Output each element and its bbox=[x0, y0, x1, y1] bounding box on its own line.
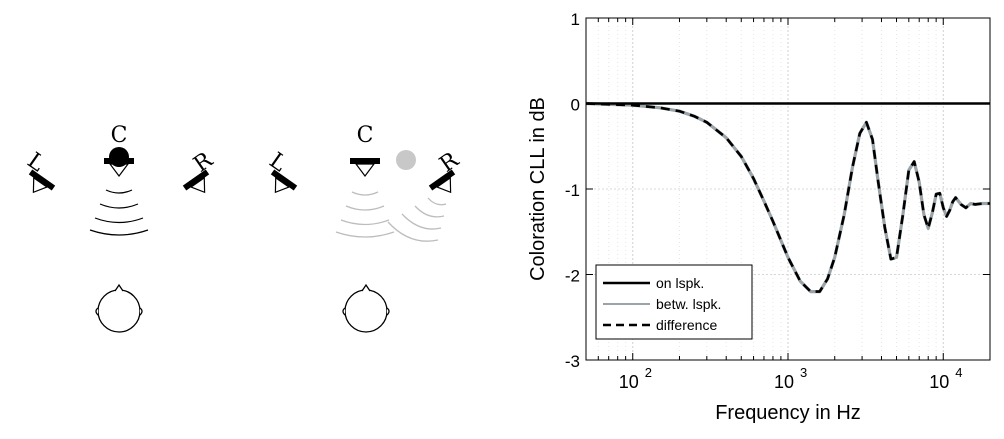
listener-head-icon bbox=[342, 283, 390, 333]
left-speaker-icon bbox=[270, 169, 298, 194]
center-speaker-label: C bbox=[111, 123, 128, 148]
listener-head-icon bbox=[95, 283, 143, 333]
tick-layer: 10-1-2-310 2 10 3 10 4 bbox=[565, 10, 991, 392]
y-tick-label: 0 bbox=[571, 96, 580, 115]
series-line-difference bbox=[585, 102, 990, 293]
source-dot-icon bbox=[109, 147, 129, 167]
wavefront-lines-right bbox=[387, 197, 447, 242]
legend-label-difference: difference bbox=[656, 317, 717, 333]
x-tick-label: 10 bbox=[774, 372, 794, 392]
right-speaker-label: R bbox=[189, 147, 218, 178]
legend-box bbox=[595, 264, 753, 340]
x-tick-label-exponent: 4 bbox=[955, 365, 962, 380]
left-speaker-label: L bbox=[23, 148, 50, 177]
wavefront-lines bbox=[89, 189, 149, 236]
x-tick-label-exponent: 2 bbox=[645, 365, 652, 380]
right-speaker-icon bbox=[182, 169, 210, 194]
legend: on lspk. betw. lspk. difference bbox=[595, 264, 753, 340]
wavefront-lines-center bbox=[335, 191, 395, 238]
y-tick-label: 1 bbox=[571, 10, 580, 29]
x-axis-label: Frequency in Hz bbox=[715, 402, 861, 424]
y-tick-label: -2 bbox=[565, 267, 580, 286]
y-tick-label: -3 bbox=[565, 352, 580, 371]
y-axis-label: Coloration CLL in dB bbox=[527, 97, 549, 281]
x-tick-label-exponent: 3 bbox=[800, 365, 807, 380]
x-tick-label: 10 bbox=[619, 372, 639, 392]
phantom-source-icon bbox=[396, 150, 416, 170]
x-tick-label: 10 bbox=[929, 372, 949, 392]
series-layer bbox=[585, 101, 990, 294]
left-speaker-icon bbox=[28, 169, 56, 194]
center-speaker-label: C bbox=[357, 123, 374, 148]
legend-label-on-lspk: on lspk. bbox=[656, 275, 704, 291]
diagram-between-loudspeakers: L C R bbox=[265, 123, 464, 333]
right-speaker-label: R bbox=[435, 147, 464, 178]
y-tick-label: -1 bbox=[565, 181, 580, 200]
coloration-chart: 10-1-2-310 2 10 3 10 4 Frequency in Hz Colora… bbox=[527, 10, 991, 424]
legend-label-betw-lspk: betw. lspk. bbox=[656, 296, 721, 312]
center-speaker-icon bbox=[350, 158, 380, 177]
right-speaker-icon bbox=[428, 169, 456, 194]
left-speaker-label: L bbox=[265, 148, 292, 177]
diagram-on-loudspeaker: L C R bbox=[23, 123, 218, 333]
